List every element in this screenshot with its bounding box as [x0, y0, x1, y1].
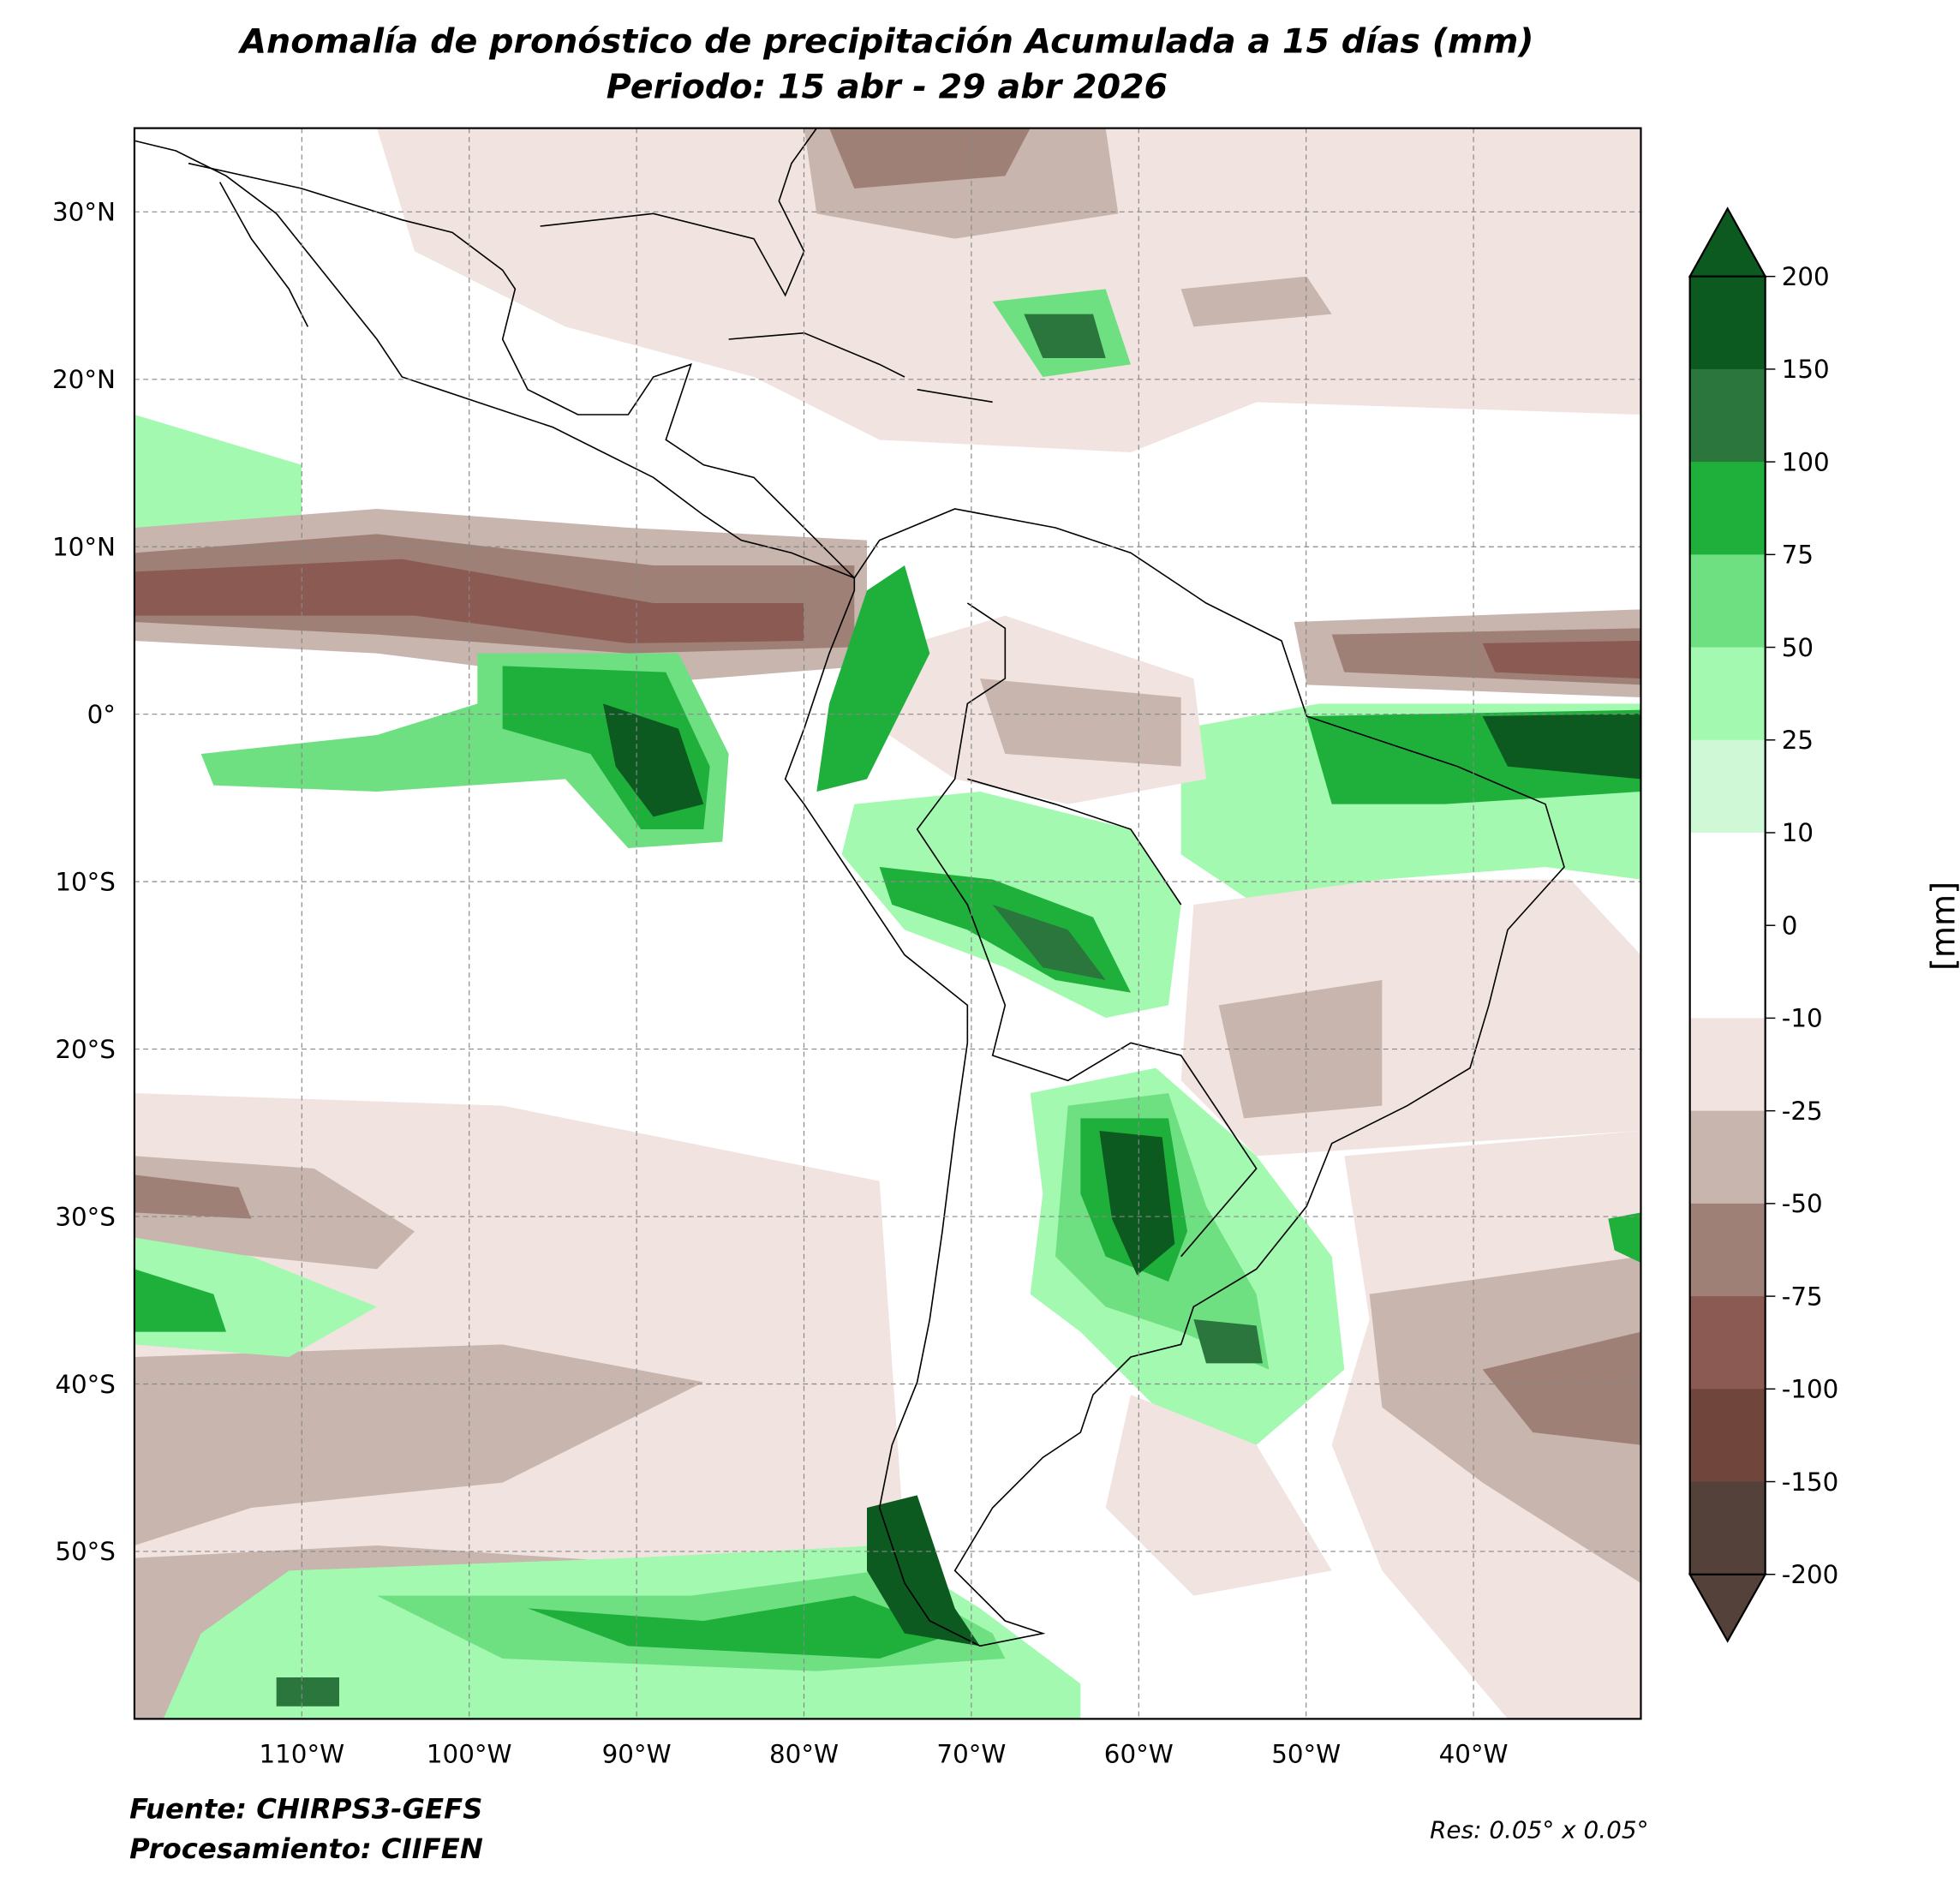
anomaly-region	[603, 703, 704, 817]
lat-tick-label: 20°S	[55, 1035, 116, 1064]
colorbar-bin	[1689, 1296, 1766, 1390]
anomaly-region	[1180, 276, 1332, 327]
lon-tick-label: 50°W	[1271, 1740, 1341, 1769]
colorbar-tick-label: 50	[1782, 633, 1814, 662]
footer-resolution: Res: 0.05° x 0.05°	[1430, 1816, 1649, 1845]
colorbar-tick-label: -150	[1782, 1468, 1839, 1497]
lon-tick-label: 100°W	[427, 1740, 512, 1769]
anomaly-region	[1608, 1212, 1641, 1264]
lon-tick-label: 40°W	[1439, 1740, 1509, 1769]
colorbar-unit-label: [mm]	[1925, 881, 1960, 971]
axis-ticks: 110°W 100°W 90°W 80°W 70°W 60°W 50°W 40°W 30°N 20…	[52, 198, 1509, 1769]
anomaly-region	[867, 1495, 981, 1647]
gridlines	[134, 128, 1641, 1719]
colorbar-bin	[1689, 647, 1766, 741]
colorbar-bin	[1689, 832, 1766, 926]
title-line-2: Periodo: 15 abr - 29 abr 2026	[606, 68, 1168, 107]
anomaly-region	[829, 128, 1031, 189]
colorbar-tick-label: 10	[1782, 818, 1814, 847]
anomaly-region	[1482, 641, 1641, 679]
coastline-gulf-of-mexico	[188, 162, 855, 579]
coastlines	[134, 128, 1565, 1647]
colorbar-bin	[1689, 276, 1766, 370]
anomaly-region	[980, 678, 1181, 767]
colorbar-tick-label: 100	[1782, 447, 1830, 476]
lat-tick-label: 0°	[87, 700, 116, 729]
colorbar-bin	[1689, 368, 1766, 463]
anomaly-region	[134, 1344, 704, 1546]
colorbar-tick-label: -200	[1782, 1560, 1839, 1589]
colorbar-bin	[1689, 462, 1766, 556]
colorbar-tick-label: -25	[1782, 1097, 1823, 1126]
colorbar-tick-label: 25	[1782, 726, 1814, 755]
lon-tick-label: 90°W	[602, 1740, 672, 1769]
anomaly-region	[1024, 314, 1106, 359]
footer-processing: Procesamiento: CIIFEN	[129, 1834, 483, 1867]
colorbar-tick-label: 75	[1782, 541, 1814, 570]
anomaly-region	[1105, 1395, 1332, 1596]
anomaly-region	[1482, 1331, 1641, 1445]
anomaly-region	[1482, 714, 1641, 780]
title-line-1: Anomalía de pronóstico de precipitación …	[240, 22, 1534, 62]
lat-tick-label: 20°N	[52, 365, 116, 394]
anomaly-region	[528, 1595, 955, 1659]
coastline-florida	[540, 128, 817, 297]
anomaly-region	[992, 905, 1106, 981]
colorbar-bin	[1689, 1110, 1766, 1205]
lon-tick-label: 70°W	[936, 1740, 1006, 1769]
anomaly-region	[134, 1175, 252, 1219]
lat-tick-label: 50°S	[55, 1537, 116, 1566]
lat-tick-label: 30°S	[55, 1202, 116, 1231]
lat-tick-label: 30°N	[52, 198, 116, 227]
coastline-south-america	[784, 508, 1565, 1647]
colorbar-tick-label: 0	[1782, 911, 1798, 940]
lon-tick-label: 60°W	[1104, 1740, 1174, 1769]
colorbar-bin	[1689, 739, 1766, 834]
colorbar-bin	[1689, 925, 1766, 1019]
anomaly-region	[1369, 1256, 1641, 1584]
anomaly-region	[1193, 1319, 1264, 1364]
colorbar-bin	[1689, 1389, 1766, 1483]
precip-anomaly-field	[134, 128, 1641, 1719]
coastline-hispaniola	[917, 388, 993, 404]
colorbar-tick-label: 200	[1782, 262, 1830, 291]
lat-tick-label: 40°S	[55, 1370, 116, 1399]
map-frame	[133, 127, 1642, 1720]
colorbar-tick-label: -10	[1782, 1004, 1823, 1033]
coastline-central-america	[134, 140, 855, 579]
colorbar-tick-label: -75	[1782, 1282, 1823, 1311]
colorbar-bin	[1689, 1481, 1766, 1575]
anomaly-region	[377, 128, 1641, 453]
lon-tick-label: 110°W	[259, 1740, 344, 1769]
footer-source: Fuente: CHIRPS3-GEFS	[129, 1794, 483, 1826]
colorbar-tick-label: -50	[1782, 1189, 1823, 1218]
lon-tick-label: 80°W	[769, 1740, 839, 1769]
border-lines	[916, 602, 1258, 1258]
anomaly-region	[276, 1677, 340, 1707]
coastline-baja	[218, 182, 309, 327]
colorbar-bin	[1689, 554, 1766, 649]
colorbar-bin	[1689, 1018, 1766, 1112]
colorbar-under-arrow	[1688, 1573, 1767, 1643]
coastline-cuba	[728, 332, 905, 378]
colorbar-bin	[1689, 1203, 1766, 1297]
anomaly-region	[1099, 1131, 1175, 1276]
anomaly-region	[134, 1269, 227, 1332]
colorbar: 200150100755025100-10-25-50-75-100-150-2…	[1688, 206, 1839, 1643]
lat-tick-label: 10°N	[52, 532, 116, 561]
anomaly-region	[816, 565, 930, 792]
anomaly-region	[134, 415, 302, 541]
colorbar-over-arrow	[1688, 206, 1767, 278]
lat-tick-label: 10°S	[55, 867, 116, 896]
colorbar-tick-label: -100	[1782, 1375, 1839, 1404]
colorbar-tick-label: 150	[1782, 355, 1830, 384]
